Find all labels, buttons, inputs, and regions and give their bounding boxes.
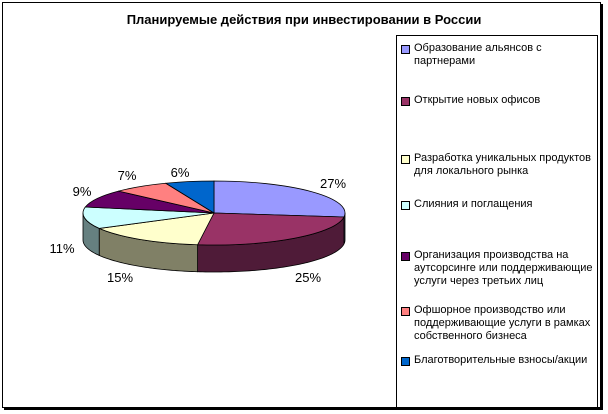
pie-slice	[213, 180, 346, 218]
legend-item: Организация производства на аутсорсинге …	[401, 249, 596, 288]
legend-label: Благотворительные взносы/акции	[414, 354, 588, 366]
data-label: 7%	[118, 168, 137, 183]
data-label: 25%	[295, 270, 321, 285]
legend-swatch	[401, 45, 410, 54]
legend-swatch	[401, 252, 410, 261]
pie-slice	[82, 206, 215, 229]
data-label: 27%	[320, 176, 346, 191]
legend-item: Открытие новых офисов	[401, 94, 596, 107]
chart-title: Планируемые действия при инвестировании …	[126, 12, 482, 27]
pie-slice	[164, 180, 215, 214]
legend-label: Открытие новых офисов	[414, 94, 541, 106]
data-label: 15%	[107, 270, 133, 285]
legend-swatch	[401, 307, 410, 316]
legend-item: Разработка уникальных продуктов для лока…	[401, 152, 596, 178]
legend-swatch	[401, 155, 410, 164]
legend-item: Благотворительные взносы/акции	[401, 354, 596, 367]
legend-item: Образование альянсов с партнерами	[401, 42, 596, 68]
legend-item: Слияния и поглащения	[401, 198, 596, 211]
legend-label: Разработка уникальных продуктов для лока…	[414, 152, 591, 177]
legend-item: Офшорное производство или поддерживающие…	[401, 304, 596, 343]
legend-label: Офшорное производство или поддерживающие…	[414, 304, 591, 342]
legend-label: Образование альянсов с партнерами	[414, 42, 542, 67]
legend-swatch	[401, 201, 410, 210]
legend-swatch	[401, 97, 410, 106]
pie-slice	[196, 212, 345, 246]
data-label: 6%	[171, 165, 190, 180]
legend-swatch	[401, 357, 410, 366]
pie-slice	[97, 212, 215, 246]
data-label: 9%	[73, 184, 92, 199]
legend-label: Слияния и поглащения	[414, 198, 533, 210]
data-label: 11%	[49, 241, 74, 256]
legend: Образование альянсов с партнерами Открыти…	[396, 35, 598, 408]
legend-label: Организация производства на аутсорсинге …	[414, 249, 593, 287]
